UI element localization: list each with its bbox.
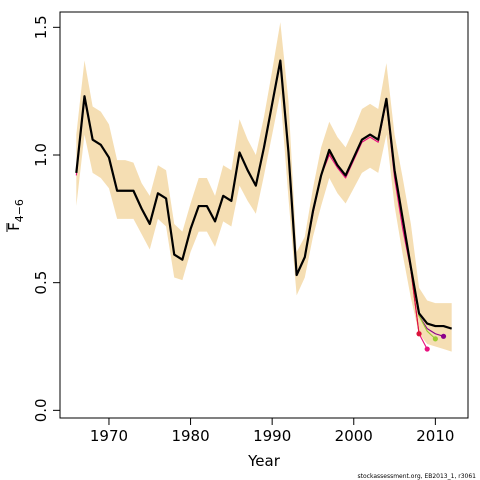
- series-line-0: [75, 59, 453, 330]
- series-endpoint-1: [424, 346, 430, 352]
- x-tick-label: 1970: [90, 427, 128, 445]
- y-axis-title-main: F: [5, 222, 23, 231]
- y-axis-title-subscript: 4−6: [13, 199, 26, 222]
- y-tick-label: 0.0: [32, 398, 50, 422]
- x-tick-label: 2010: [416, 427, 454, 445]
- y-tick-label: 1.0: [32, 143, 50, 167]
- y-axis-title: F4−6: [5, 199, 26, 232]
- confidence-band: [76, 22, 452, 352]
- x-tick-label: 2000: [335, 427, 373, 445]
- svg-text:F4−6: F4−6: [5, 199, 26, 231]
- series-endpoint-4: [440, 333, 447, 339]
- series-layer: [75, 59, 453, 352]
- x-tick-label: 1990: [253, 427, 291, 445]
- plot-frame: [59, 11, 469, 419]
- y-tick-label-group: 0.5: [32, 271, 50, 295]
- axis-layer: 1970 1980 1990 2000 2010 0.0 0.5 1.0 1.5: [32, 15, 454, 445]
- x-tick-label: 1980: [171, 427, 209, 445]
- series-endpoint-2: [416, 331, 422, 337]
- y-tick-label: 0.5: [32, 271, 50, 295]
- y-tick-label: 1.5: [32, 15, 50, 39]
- y-tick-label-group: 1.5: [32, 15, 50, 39]
- footnote: stockassessment.org, EB2013_1, r3061: [358, 473, 477, 480]
- confidence-band-layer: [76, 22, 452, 352]
- y-tick-label-group: 1.0: [32, 143, 50, 167]
- x-axis-title: Year: [247, 452, 281, 470]
- series-endpoint-3: [432, 336, 438, 342]
- y-tick-label-group: 0.0: [32, 398, 50, 422]
